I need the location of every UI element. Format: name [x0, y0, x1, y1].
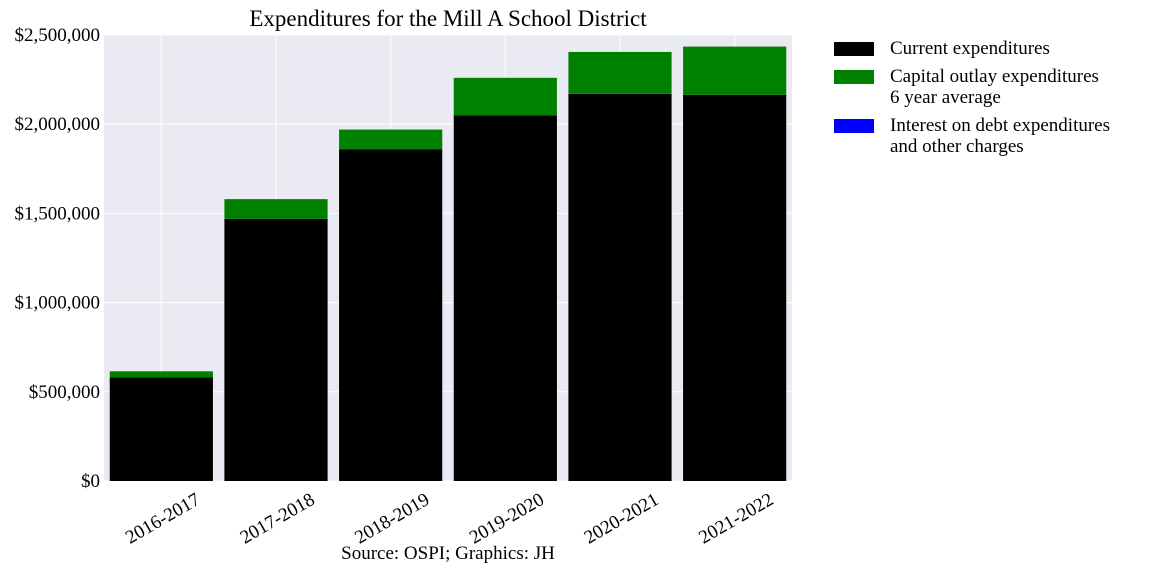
plot-area [104, 35, 792, 481]
source-note: Source: OSPI; Graphics: JH [341, 543, 555, 564]
legend-item-current: Current expenditures [834, 38, 1110, 59]
x-tick-label: 2020-2021 [581, 489, 663, 548]
bar-current-2021-2022 [683, 94, 787, 481]
bars [109, 46, 787, 481]
x-tick-label: 2016-2017 [122, 489, 204, 548]
x-tick-label: 2019-2020 [466, 489, 548, 548]
legend-item-interest: Interest on debt expenditures and other … [834, 115, 1110, 157]
bar-capital-2021-2022 [683, 46, 787, 95]
legend-swatch-interest [834, 119, 874, 133]
legend-item-capital: Capital outlay expenditures 6 year avera… [834, 66, 1110, 108]
bar-current-2016-2017 [109, 377, 213, 481]
bar-current-2018-2019 [339, 149, 443, 481]
legend: Current expenditures Capital outlay expe… [834, 38, 1110, 164]
bar-current-2017-2018 [224, 218, 328, 481]
x-tick-label: 2018-2019 [351, 489, 433, 548]
x-tick-label: 2021-2022 [695, 489, 777, 548]
x-axis: 2016-2017 2017-2018 2018-2019 2019-2020 2020… [122, 489, 777, 548]
y-axis: $0 $500,000 $1,000,000 $1,500,000 $2,000,000… [15, 25, 101, 492]
y-tick-label: $1,500,000 [15, 203, 101, 224]
bar-current-2019-2020 [453, 115, 557, 481]
legend-label-capital: Capital outlay expenditures 6 year avera… [890, 66, 1099, 108]
y-tick-label: $0 [81, 471, 100, 492]
bar-current-2020-2021 [568, 93, 672, 481]
bar-capital-2016-2017 [109, 371, 213, 378]
bar-capital-2020-2021 [568, 51, 672, 94]
y-tick-label: $2,000,000 [15, 114, 101, 135]
y-tick-label: $1,000,000 [15, 293, 101, 314]
chart-title: Expenditures for the Mill A School Distr… [249, 6, 647, 31]
legend-label-current: Current expenditures [890, 38, 1050, 59]
legend-swatch-current [834, 42, 874, 56]
bar-capital-2017-2018 [224, 199, 328, 219]
bar-capital-2019-2020 [453, 77, 557, 116]
legend-swatch-capital [834, 70, 874, 84]
x-tick-label: 2017-2018 [237, 489, 319, 548]
legend-label-interest: Interest on debt expenditures and other … [890, 115, 1111, 157]
y-tick-label: $500,000 [29, 382, 100, 403]
bar-capital-2018-2019 [339, 129, 443, 150]
y-tick-label: $2,500,000 [15, 25, 101, 46]
